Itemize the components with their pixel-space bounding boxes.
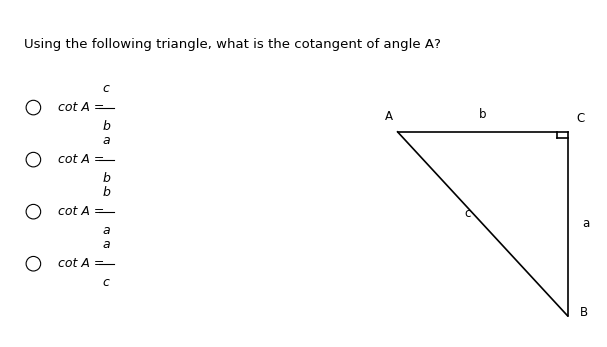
Text: C: C [577, 112, 585, 125]
Text: a: a [103, 224, 110, 237]
Text: A: A [384, 110, 393, 123]
Text: cot A =: cot A = [58, 205, 108, 218]
Text: b: b [103, 120, 110, 133]
Text: b: b [103, 172, 110, 185]
Text: cot A =: cot A = [58, 101, 108, 114]
Text: c: c [103, 276, 110, 289]
Text: c: c [464, 207, 470, 220]
Text: b: b [103, 186, 110, 199]
Text: a: a [103, 238, 110, 251]
Text: cot A =: cot A = [58, 257, 108, 270]
Text: a: a [103, 134, 110, 147]
Text: a: a [583, 217, 590, 230]
Text: b: b [479, 109, 486, 121]
Text: B: B [580, 306, 588, 319]
Text: Using the following triangle, what is the cotangent of angle A?: Using the following triangle, what is th… [24, 38, 441, 51]
Text: c: c [103, 82, 110, 95]
Text: cot A =: cot A = [58, 153, 108, 166]
